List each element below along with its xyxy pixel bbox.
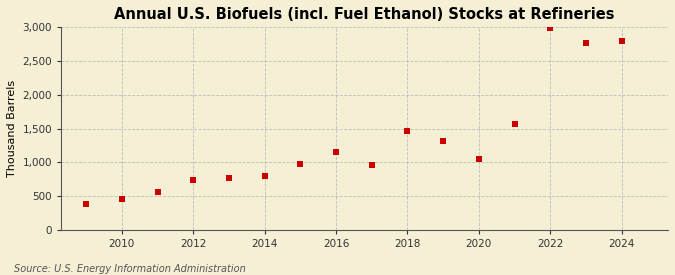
- Title: Annual U.S. Biofuels (incl. Fuel Ethanol) Stocks at Refineries: Annual U.S. Biofuels (incl. Fuel Ethanol…: [114, 7, 615, 22]
- Y-axis label: Thousand Barrels: Thousand Barrels: [7, 80, 17, 177]
- Text: Source: U.S. Energy Information Administration: Source: U.S. Energy Information Administ…: [14, 264, 245, 274]
